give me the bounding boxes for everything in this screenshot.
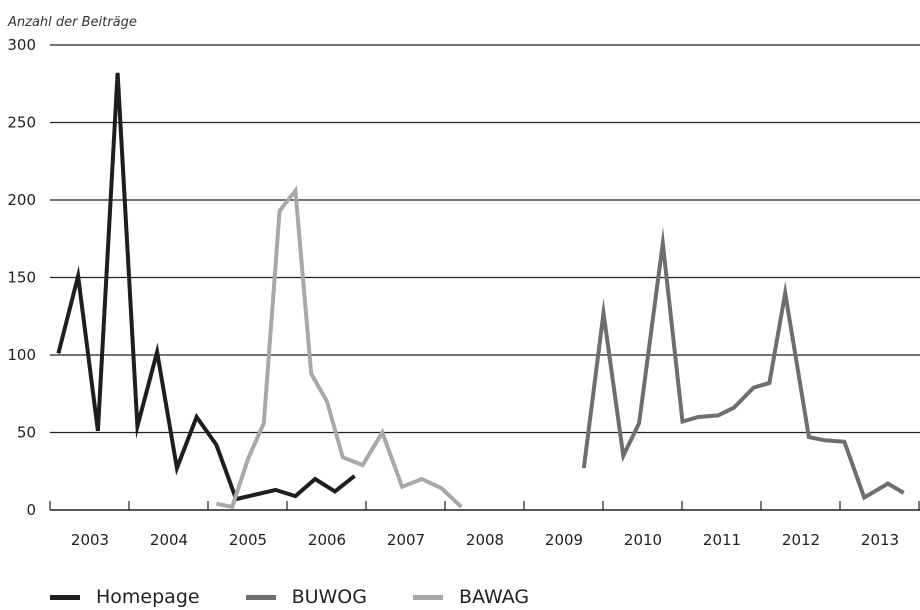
legend-label-buwog: BUWOG — [291, 586, 367, 608]
y-tick-label-100: 100 — [7, 346, 36, 364]
series-line-bawag — [216, 185, 463, 510]
legend-item-homepage: Homepage — [50, 586, 200, 608]
y-tick-label-50: 50 — [17, 424, 36, 442]
x-tick-label-2003: 2003 — [71, 531, 109, 549]
x-tick-label-2005: 2005 — [229, 531, 267, 549]
y-tick-label-300: 300 — [7, 36, 36, 54]
x-tick-label-2009: 2009 — [545, 531, 583, 549]
legend-swatch-homepage — [50, 594, 80, 600]
gridlines — [49, 44, 920, 511]
legend-swatch-bawag — [412, 594, 443, 600]
y-tick-label-0: 0 — [26, 501, 36, 519]
x-tick-label-2012: 2012 — [782, 531, 820, 549]
x-tick-label-2011: 2011 — [703, 531, 741, 549]
legend-swatch-buwog — [245, 594, 276, 600]
x-tick-label-2004: 2004 — [150, 531, 188, 549]
x-tick-label-2013: 2013 — [861, 531, 899, 549]
legend-item-bawag: BAWAG — [412, 586, 530, 608]
x-tick-label-2006: 2006 — [308, 531, 346, 549]
y-tick-label-150: 150 — [7, 269, 36, 287]
legend: Homepage BUWOG BAWAG — [50, 586, 575, 608]
legend-label-homepage: Homepage — [96, 586, 200, 608]
y-axis-label: Anzahl der Beiträge — [7, 15, 137, 30]
x-tick-label-2008: 2008 — [466, 531, 504, 549]
line-chart: Anzahl der Beiträge 0 50 100 150 200 250 300 2… — [7, 15, 920, 549]
series-lines — [56, 72, 905, 510]
y-tick-labels: 0 50 100 150 200 250 300 — [7, 36, 36, 519]
x-tick-label-2007: 2007 — [387, 531, 425, 549]
legend-item-buwog: BUWOG — [245, 586, 367, 608]
x-tick-labels: 2003 2004 2005 2006 2007 2008 2009 2010 2011 2012… — [71, 531, 899, 549]
x-tick-label-2010: 2010 — [624, 531, 662, 549]
series-line-buwog — [581, 226, 905, 501]
legend-label-bawag: BAWAG — [458, 586, 530, 608]
series-line-homepage — [56, 72, 356, 502]
y-tick-label-250: 250 — [7, 114, 36, 132]
y-tick-label-200: 200 — [7, 191, 36, 209]
